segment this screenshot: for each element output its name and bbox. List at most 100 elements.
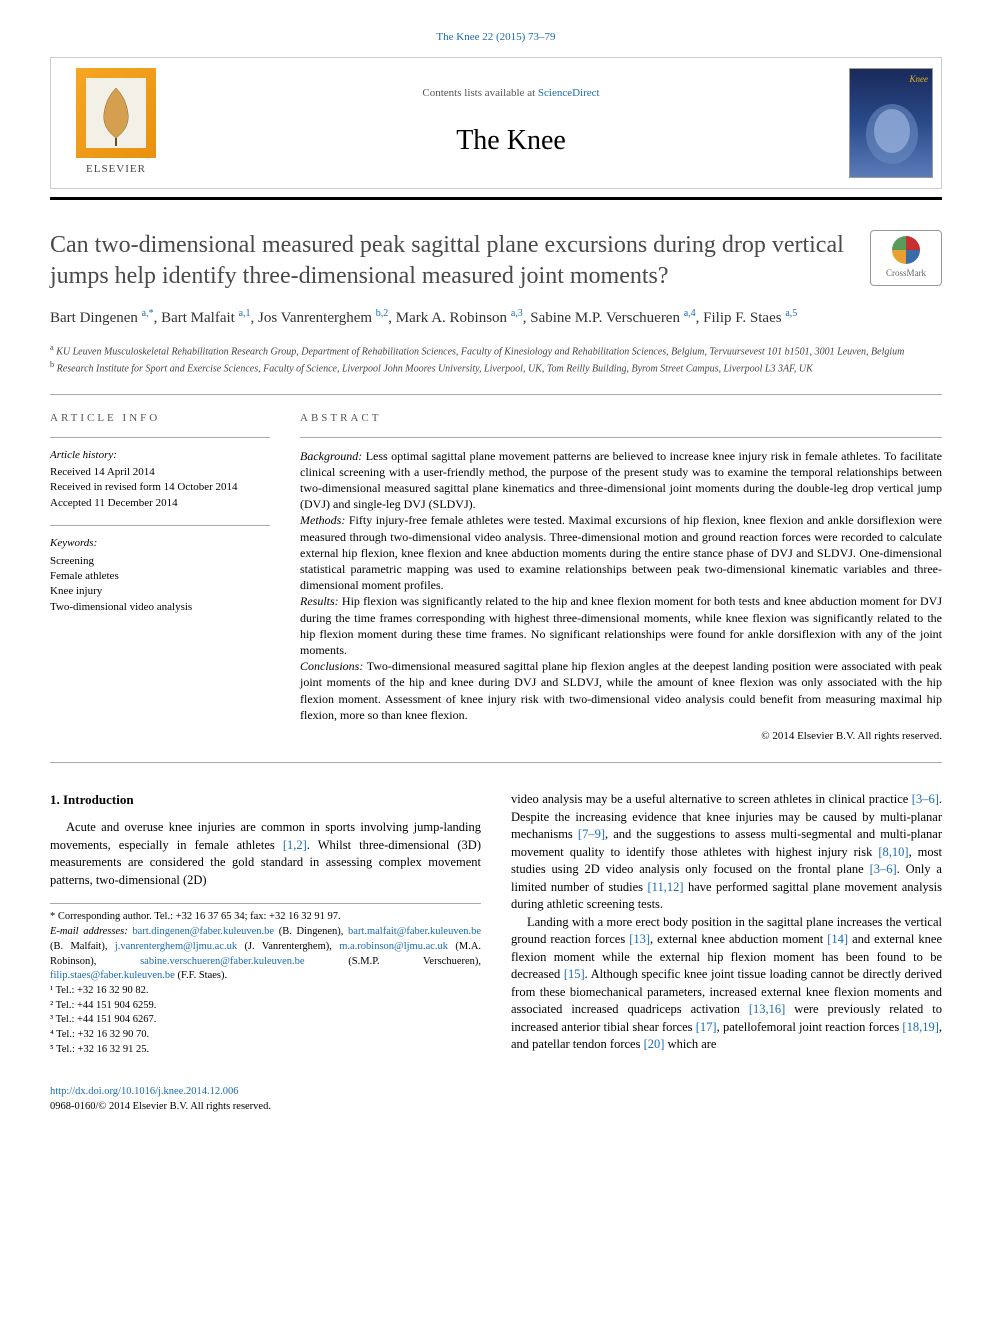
header-rule [50,197,942,200]
citation-link[interactable]: [13,16] [749,1002,785,1016]
abstract-results: Hip flexion was significantly related to… [300,594,942,657]
abstract: ABSTRACT Background: Less optimal sagitt… [300,411,942,744]
abstract-conclusions-label: Conclusions: [300,659,363,673]
header-center: Contents lists available at ScienceDirec… [181,76,841,171]
journal-citation: The Knee 22 (2015) 73–79 [50,30,942,45]
section-heading: 1. Introduction [50,791,481,809]
article-info: ARTICLE INFO Article history: Received 1… [50,411,270,744]
journal-cover-icon: Knee [849,68,933,178]
citation-link[interactable]: [7–9] [578,827,605,841]
citation-link[interactable]: [3–6] [912,792,939,806]
publisher-block: ELSEVIER [51,58,181,187]
footnotes: * Corresponding author. Tel.: +32 16 37 … [50,903,481,1057]
contents-text: Contents lists available at [422,87,537,99]
author: Bart Dingenen [50,310,142,326]
revised-date: Received in revised form 14 October 2014 [50,480,270,495]
email-link[interactable]: bart.malfait@faber.kuleuven.be [348,926,481,937]
divider [50,762,942,763]
affiliation-b: b Research Institute for Sport and Exerc… [50,359,942,376]
keywords-label: Keywords: [50,536,270,551]
keyword: Female athletes [50,569,270,584]
accepted-date: Accepted 11 December 2014 [50,496,270,511]
citation-link[interactable]: [1,2] [283,838,307,852]
page-footer: http://dx.doi.org/10.1016/j.knee.2014.12… [50,1085,942,1114]
author: Jos Vanrenterghem [258,310,376,326]
divider [50,394,942,395]
tel-note: ¹ Tel.: +32 16 32 90 82. [50,984,481,999]
crossmark-badge[interactable]: CrossMark [870,230,942,286]
crossmark-icon [892,236,920,264]
author: Bart Malfait [161,310,238,326]
journal-citation-link[interactable]: The Knee 22 (2015) 73–79 [436,31,555,43]
keyword: Knee injury [50,584,270,599]
crossmark-label: CrossMark [886,267,926,280]
author: Filip F. Staes [703,310,785,326]
author-aff-link[interactable]: a,3 [511,310,523,326]
abstract-text: Background: Less optimal sagittal plane … [300,448,942,723]
journal-title: The Knee [191,121,831,160]
tel-note: ³ Tel.: +44 151 904 6267. [50,1013,481,1028]
corresponding-author-note: * Corresponding author. Tel.: +32 16 37 … [50,910,481,925]
tel-note: ² Tel.: +44 151 904 6259. [50,999,481,1014]
body-paragraph: video analysis may be a useful alternati… [511,791,942,914]
citation-link[interactable]: [14] [827,932,848,946]
author-aff-link[interactable]: a,1 [239,310,251,326]
divider [50,525,270,526]
copyright: © 2014 Elsevier B.V. All rights reserved… [300,729,942,744]
affiliations: a KU Leuven Musculoskeletal Rehabilitati… [50,342,942,377]
email-link[interactable]: j.vanrenterghem@ljmu.ac.uk [115,941,237,952]
author: Sabine M.P. Verschueren [530,310,683,326]
author: Mark A. Robinson [396,310,511,326]
article-body: 1. Introduction Acute and overuse knee i… [50,791,942,1057]
journal-cover-block: Knee [841,60,941,186]
issn-copyright: 0968-0160/© 2014 Elsevier B.V. All right… [50,1101,271,1112]
email-link[interactable]: sabine.verschueren@faber.kuleuven.be [140,956,304,967]
received-date: Received 14 April 2014 [50,465,270,480]
abstract-methods-label: Methods: [300,513,345,527]
email-addresses: E-mail addresses: bart.dingenen@faber.ku… [50,925,481,984]
elsevier-tree-icon [76,68,156,158]
divider [300,437,942,438]
sciencedirect-link[interactable]: ScienceDirect [538,87,600,99]
keywords-block: Keywords: Screening Female athletes Knee… [50,536,270,615]
article-title: Can two-dimensional measured peak sagitt… [50,230,870,292]
author-aff-link[interactable]: a,4 [684,310,696,326]
abstract-results-label: Results: [300,594,339,608]
tel-note: ⁵ Tel.: +32 16 32 91 25. [50,1043,481,1058]
author-aff-link[interactable]: a, [142,310,149,326]
author-list: Bart Dingenen a,*, Bart Malfait a,1, Jos… [50,306,942,330]
citation-link[interactable]: [13] [629,932,650,946]
citation-link[interactable]: [18,19] [902,1020,938,1034]
citation-link[interactable]: [8,10] [878,845,908,859]
citation-link[interactable]: [3–6] [870,862,897,876]
article-info-heading: ARTICLE INFO [50,411,270,426]
keyword: Two-dimensional video analysis [50,600,270,615]
keyword: Screening [50,554,270,569]
citation-link[interactable]: [20] [644,1037,665,1051]
contents-line: Contents lists available at ScienceDirec… [191,86,831,101]
citation-link[interactable]: [11,12] [648,880,684,894]
publisher-name: ELSEVIER [86,162,146,177]
email-label: E-mail addresses: [50,926,128,937]
article-history: Article history: Received 14 April 2014 … [50,448,270,512]
body-paragraph: Landing with a more erect body position … [511,914,942,1054]
history-label: Article history: [50,448,270,463]
abstract-bg-label: Background: [300,449,362,463]
affiliation-a: a KU Leuven Musculoskeletal Rehabilitati… [50,342,942,359]
divider [50,437,270,438]
abstract-conclusions: Two-dimensional measured sagittal plane … [300,659,942,722]
citation-link[interactable]: [17] [696,1020,717,1034]
email-link[interactable]: filip.staes@faber.kuleuven.be [50,970,175,981]
abstract-bg: Less optimal sagittal plane movement pat… [300,449,942,512]
doi-link[interactable]: http://dx.doi.org/10.1016/j.knee.2014.12… [50,1086,239,1097]
email-link[interactable]: m.a.robinson@ljmu.ac.uk [339,941,448,952]
abstract-methods: Fifty injury-free female athletes were t… [300,513,942,592]
body-paragraph: Acute and overuse knee injuries are comm… [50,819,481,889]
author-aff-link[interactable]: a,5 [785,310,797,326]
author-aff-link[interactable]: b,2 [376,310,389,326]
citation-link[interactable]: [15] [564,967,585,981]
abstract-heading: ABSTRACT [300,411,942,426]
tel-note: ⁴ Tel.: +32 16 32 90 70. [50,1028,481,1043]
email-link[interactable]: bart.dingenen@faber.kuleuven.be [132,926,274,937]
journal-header: ELSEVIER Contents lists available at Sci… [50,57,942,188]
